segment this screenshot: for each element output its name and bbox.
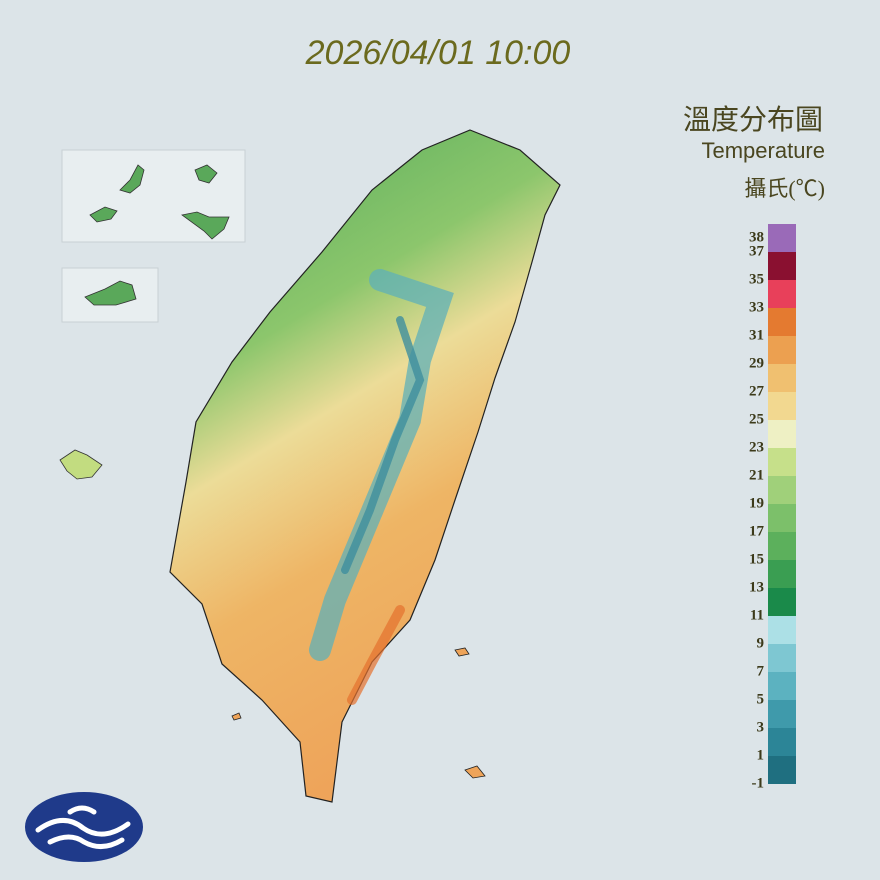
color-swatch	[768, 280, 796, 308]
east-coast-warm	[347, 605, 405, 705]
color-swatch	[768, 420, 796, 448]
scale-label: 37	[749, 243, 765, 259]
color-swatch	[768, 728, 796, 756]
islets	[231, 647, 486, 779]
scale-label: 15	[749, 551, 764, 567]
scale-label: 38	[749, 229, 764, 245]
color-swatch	[768, 672, 796, 700]
scale-label: 23	[749, 439, 764, 455]
color-swatch	[768, 364, 796, 392]
color-swatch	[768, 252, 796, 280]
scale-label: 1	[757, 747, 765, 763]
scale-label: 9	[757, 635, 765, 651]
color-swatch	[768, 476, 796, 504]
scale-label: 29	[749, 355, 764, 371]
scale-label: 31	[749, 327, 764, 343]
scale-label: 5	[757, 691, 765, 707]
mountain-peaks	[341, 316, 425, 574]
legend-subtitle: Temperature	[701, 138, 825, 163]
map-title: 2026/04/01 10:00	[305, 34, 571, 72]
scale-label: 3	[757, 719, 765, 735]
taiwan-island	[169, 129, 561, 803]
insets	[59, 149, 246, 480]
scale-label: 21	[749, 467, 764, 483]
scale-label: 17	[749, 523, 765, 539]
color-swatch	[768, 756, 796, 784]
color-swatch	[768, 588, 796, 616]
mountain-range	[309, 269, 454, 661]
color-swatch	[768, 336, 796, 364]
color-swatch	[768, 392, 796, 420]
cwa-logo	[25, 792, 143, 862]
scale-label: 11	[750, 607, 764, 623]
scale-label: 13	[749, 579, 764, 595]
color-swatch	[768, 560, 796, 588]
color-swatch	[768, 616, 796, 644]
color-swatch	[768, 644, 796, 672]
legend-title: 溫度分布圖	[683, 104, 823, 136]
color-swatch	[768, 224, 796, 252]
scale-label: 33	[749, 299, 764, 315]
color-swatch	[768, 700, 796, 728]
scale-label: 35	[749, 271, 764, 287]
color-swatch	[768, 532, 796, 560]
scale-label: -1	[752, 775, 765, 791]
scale-label: 19	[749, 495, 764, 511]
color-swatch	[768, 308, 796, 336]
color-swatch	[768, 504, 796, 532]
scale-label: 27	[749, 383, 765, 399]
scale-label: 25	[749, 411, 764, 427]
scale-label: 7	[757, 663, 765, 679]
color-swatch	[768, 448, 796, 476]
legend-unit: 攝氏(℃)	[744, 176, 825, 201]
